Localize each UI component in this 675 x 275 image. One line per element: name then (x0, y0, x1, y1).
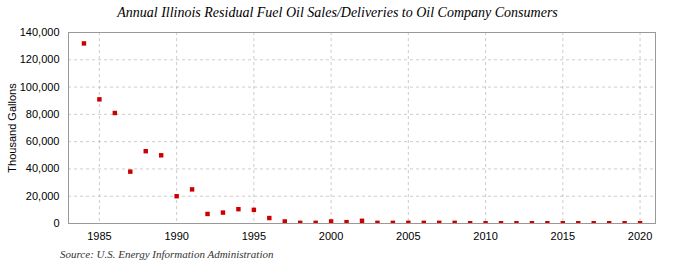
svg-text:20,000: 20,000 (26, 190, 60, 202)
svg-text:2005: 2005 (396, 230, 420, 242)
svg-text:140,000: 140,000 (20, 26, 60, 38)
svg-text:2020: 2020 (628, 230, 652, 242)
svg-text:80,000: 80,000 (26, 108, 60, 120)
svg-text:1990: 1990 (164, 230, 188, 242)
svg-text:2015: 2015 (551, 230, 575, 242)
svg-text:100,000: 100,000 (20, 81, 60, 93)
svg-text:Thousand Gallons: Thousand Gallons (6, 83, 18, 173)
svg-text:0: 0 (53, 217, 59, 229)
svg-text:2010: 2010 (473, 230, 497, 242)
svg-text:2000: 2000 (319, 230, 343, 242)
svg-text:1995: 1995 (242, 230, 266, 242)
svg-text:40,000: 40,000 (26, 162, 60, 174)
svg-text:60,000: 60,000 (26, 135, 60, 147)
html-text:Source: U.S. Energy Informatio: Source: U.S. Energy Information Administ… (60, 248, 274, 260)
svg-text:120,000: 120,000 (20, 53, 60, 65)
svg-text:1985: 1985 (87, 230, 111, 242)
html-text:Annual Illinois Residual Fuel: Annual Illinois Residual Fuel Oil Sales/… (117, 5, 558, 20)
